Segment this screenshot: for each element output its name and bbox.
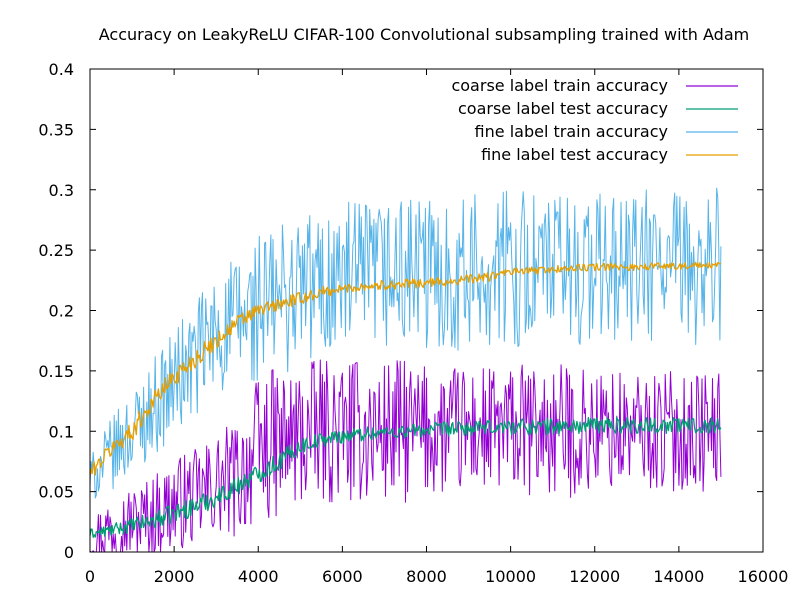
axes: 0 2000 4000 6000 8000 10000 12000 14000 16000 0 0.… bbox=[38, 60, 788, 586]
x-tick-label: 4000 bbox=[238, 567, 279, 586]
legend-label: coarse label train accuracy bbox=[451, 76, 668, 95]
chart-title: Accuracy on LeakyReLU CIFAR-100 Convolut… bbox=[99, 25, 749, 44]
y-tick-label: 0.15 bbox=[38, 362, 74, 381]
series-line-1 bbox=[89, 416, 722, 538]
legend-label: fine label test accuracy bbox=[481, 145, 668, 164]
y-tick-label: 0.35 bbox=[38, 120, 74, 139]
y-tick-label: 0.05 bbox=[38, 483, 74, 502]
plot-area bbox=[89, 187, 722, 553]
y-tick-label: 0.2 bbox=[49, 302, 74, 321]
series-line-2 bbox=[89, 187, 722, 499]
legend: coarse label train accuracy coarse label … bbox=[451, 76, 738, 164]
x-tick-label: 16000 bbox=[738, 567, 789, 586]
x-tick-label: 6000 bbox=[322, 567, 363, 586]
series-line-3 bbox=[89, 261, 722, 476]
legend-label: coarse label test accuracy bbox=[458, 99, 668, 118]
x-tick-label: 10000 bbox=[485, 567, 536, 586]
y-tick-label: 0 bbox=[64, 543, 74, 562]
x-tick-label: 8000 bbox=[406, 567, 447, 586]
x-tick-label: 14000 bbox=[653, 567, 704, 586]
x-tick-label: 12000 bbox=[569, 567, 620, 586]
x-tick-label: 2000 bbox=[154, 567, 195, 586]
y-tick-label: 0.25 bbox=[38, 241, 74, 260]
y-tick-label: 0.1 bbox=[49, 422, 74, 441]
x-tick-label: 0 bbox=[85, 567, 95, 586]
y-tick-label: 0.3 bbox=[49, 181, 74, 200]
legend-label: fine label train accuracy bbox=[475, 122, 668, 141]
y-tick-label: 0.4 bbox=[49, 60, 74, 79]
series-line-0 bbox=[89, 359, 722, 553]
